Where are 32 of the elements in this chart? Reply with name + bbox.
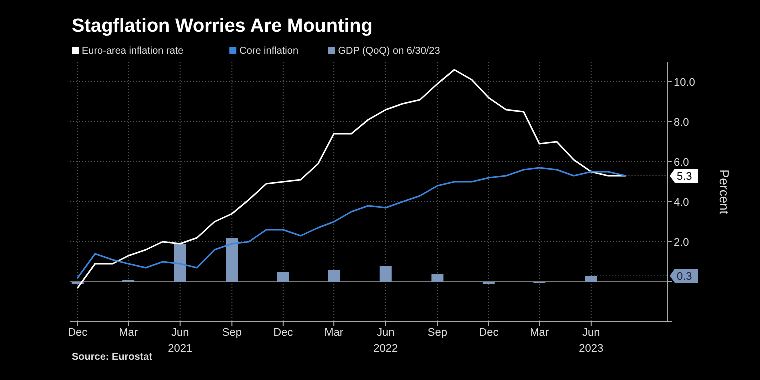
x-tick-label: Dec xyxy=(479,327,500,339)
x-tick-label: Jun 2023 xyxy=(579,327,604,355)
legend-label: Core inflation xyxy=(240,46,299,57)
x-tick-label: Dec xyxy=(68,327,88,339)
x-tick-label: Sep xyxy=(222,327,242,339)
bar xyxy=(432,274,444,282)
bar xyxy=(380,266,392,282)
x-tick-label: Jun 2021 xyxy=(168,327,193,355)
y-tick-label: 2.0 xyxy=(674,237,690,249)
x-tick-label: Dec xyxy=(274,327,294,339)
x-tick-label: Mar xyxy=(324,327,344,339)
x-tick-label: Mar xyxy=(530,327,550,339)
line-series xyxy=(77,167,627,279)
data-label: 0.3 xyxy=(677,271,692,283)
y-tick-label: 4.0 xyxy=(674,197,690,209)
source-note: Source: Eurostat xyxy=(72,352,154,363)
bar xyxy=(328,270,340,282)
legend-label: GDP (QoQ) on 6/30/23 xyxy=(338,46,441,57)
y-axis-title: Percent xyxy=(717,170,732,215)
bar xyxy=(585,276,598,282)
data-label: 5.3 xyxy=(677,171,692,183)
chart-title: Stagflation Worries Are Mounting xyxy=(72,16,373,37)
x-tick-label: Sep xyxy=(428,327,448,339)
bar xyxy=(226,238,238,282)
bar xyxy=(277,272,290,282)
legend-label: Euro-area inflation rate xyxy=(82,46,184,57)
y-tick-label: 6.0 xyxy=(674,157,690,169)
x-tick-label: Jun 2022 xyxy=(374,327,398,355)
bar xyxy=(174,244,186,282)
y-tick-label: 10.0 xyxy=(674,77,696,89)
y-tick-label: 8.0 xyxy=(674,117,690,129)
x-tick-label: Mar xyxy=(119,327,138,339)
